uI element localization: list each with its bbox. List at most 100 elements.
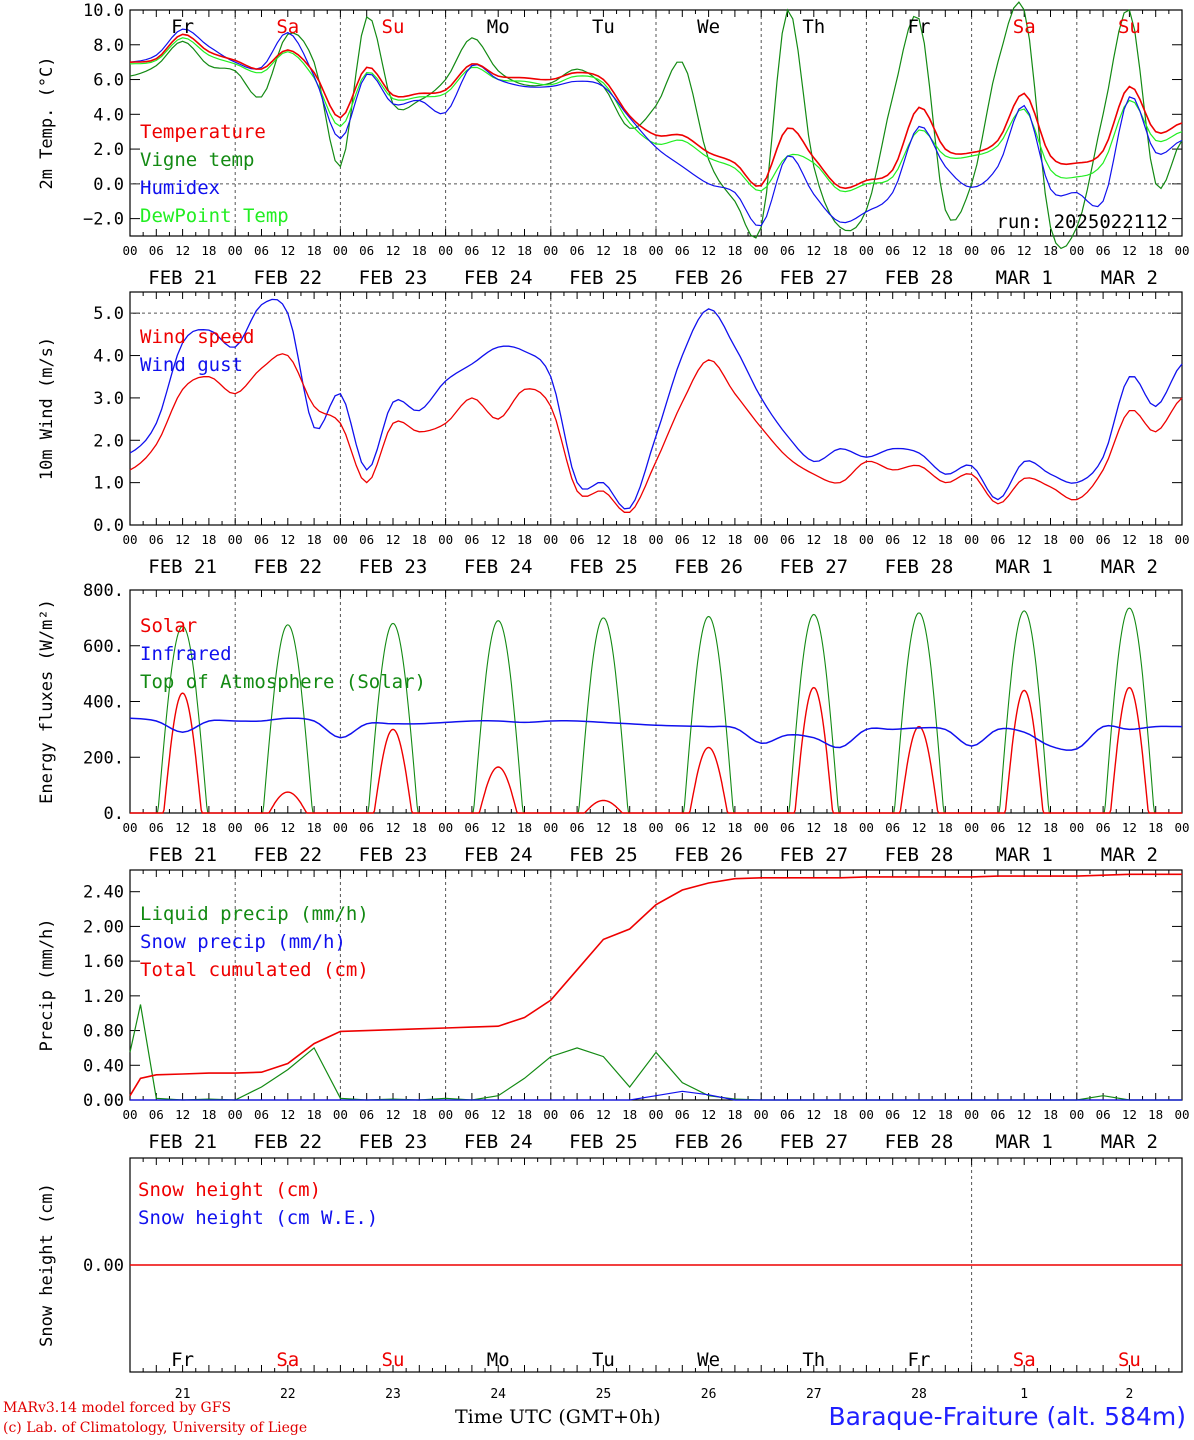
hour-tick-label: 18: [201, 532, 216, 547]
hour-tick-label: 00: [333, 532, 348, 547]
series-temperature: [129, 33, 1183, 190]
y-tick-label: 0.: [104, 804, 124, 824]
legend-snow-height-cm-: Snow height (cm): [138, 1179, 321, 1201]
date-label: FEB 22: [253, 556, 322, 578]
hour-tick-label: 00: [648, 532, 663, 547]
hour-tick-label: 18: [727, 1107, 742, 1122]
hour-tick-label: 18: [201, 243, 216, 258]
hour-tick-label: 18: [727, 820, 742, 835]
series-snow-precip-mm-h-: [130, 1090, 1182, 1101]
legend-temperature: Temperature: [140, 121, 266, 143]
hour-tick-label: 06: [359, 243, 374, 258]
hour-tick-label: 06: [885, 532, 900, 547]
hour-tick-label: 12: [1017, 243, 1032, 258]
hour-tick-label: 18: [727, 243, 742, 258]
hour-tick-label: 06: [254, 1107, 269, 1122]
y-tick-label: 10.0: [83, 1, 124, 21]
hour-tick-label: 12: [1122, 820, 1137, 835]
hour-tick-label: 00: [859, 532, 874, 547]
legend-solar: Solar: [140, 615, 197, 637]
hour-tick-label: 12: [596, 820, 611, 835]
hour-tick-label: 00: [228, 243, 243, 258]
date-label: FEB 25: [569, 556, 638, 578]
hour-tick-label: 18: [412, 532, 427, 547]
hour-tick-label: 00: [438, 243, 453, 258]
hour-tick-label: 12: [280, 243, 295, 258]
hour-tick-label: 18: [938, 243, 953, 258]
hour-tick-label: 12: [280, 1107, 295, 1122]
y-tick-label: 2.0: [93, 140, 124, 160]
legend-snow-precip-mm-h-: Snow precip (mm/h): [140, 931, 346, 953]
weekday-label: Su: [382, 1349, 405, 1371]
hour-tick-label: 12: [1017, 820, 1032, 835]
weekday-label: Tu: [592, 1349, 615, 1371]
hour-tick-label: 12: [491, 1107, 506, 1122]
hour-tick-label: 18: [833, 820, 848, 835]
y-tick-label: 3.0: [93, 389, 124, 409]
hour-tick-label: 06: [1096, 820, 1111, 835]
weekday-label: Mo: [487, 1349, 510, 1371]
hour-tick-label: 00: [438, 1107, 453, 1122]
date-label: MAR 2: [1101, 556, 1158, 578]
weekday-label: Sa: [1013, 1349, 1036, 1371]
hour-tick-label: 06: [570, 532, 585, 547]
hour-tick-label: 00: [438, 532, 453, 547]
weekday-label: Tu: [592, 16, 615, 38]
weekday-label: Su: [1118, 16, 1141, 38]
hour-tick-label: 18: [517, 1107, 532, 1122]
hour-tick-label: 06: [1096, 243, 1111, 258]
y-tick-label: 1.0: [93, 474, 124, 494]
date-label: FEB 27: [779, 1131, 848, 1153]
hour-tick-label: 06: [464, 1107, 479, 1122]
date-label: FEB 25: [569, 844, 638, 866]
hour-tick-label: 06: [780, 820, 795, 835]
weekday-label: Sa: [276, 16, 299, 38]
weekday-label: Sa: [276, 1349, 299, 1371]
y-axis-label: Snow height (cm): [37, 1183, 57, 1347]
weekday-label: Fr: [171, 1349, 194, 1371]
hour-tick-label: 12: [491, 820, 506, 835]
hour-tick-label: 06: [149, 532, 164, 547]
hour-tick-label: 00: [543, 1107, 558, 1122]
weekday-label: We: [697, 1349, 720, 1371]
hour-tick-label: 00: [1069, 820, 1084, 835]
hour-tick-label: 18: [412, 820, 427, 835]
hour-tick-label: 12: [280, 532, 295, 547]
hour-tick-label: 06: [149, 1107, 164, 1122]
hour-tick-label: 18: [307, 243, 322, 258]
hour-tick-label: 06: [570, 820, 585, 835]
hour-tick-label: 06: [1096, 532, 1111, 547]
hour-tick-label: 00: [1174, 820, 1189, 835]
hour-tick-label: 12: [1122, 243, 1137, 258]
series-dewpoint-temp: [129, 37, 1183, 193]
hour-tick-label: 00: [648, 243, 663, 258]
hour-tick-label: 12: [1122, 1107, 1137, 1122]
date-label: FEB 24: [464, 844, 533, 866]
station-title: Baraque-Fraiture (alt. 584m): [828, 1402, 1186, 1431]
date-label: MAR 2: [1101, 1131, 1158, 1153]
date-label: MAR 2: [1101, 844, 1158, 866]
date-label: FEB 27: [779, 267, 848, 289]
date-label: FEB 23: [359, 844, 428, 866]
hour-tick-label: 06: [780, 243, 795, 258]
hour-tick-label: 18: [307, 1107, 322, 1122]
date-label: FEB 22: [253, 267, 322, 289]
hour-tick-label: 12: [491, 532, 506, 547]
hour-tick-label: 06: [359, 820, 374, 835]
weekday-label: Su: [382, 16, 405, 38]
y-tick-label: 4.0: [93, 347, 124, 367]
date-label: FEB 28: [885, 1131, 954, 1153]
series-total-cumulated-cm-: [129, 873, 1182, 1097]
hour-tick-label: 00: [333, 820, 348, 835]
legend-wind-speed: Wind speed: [140, 326, 254, 348]
hour-tick-label: 18: [622, 532, 637, 547]
date-label: FEB 23: [359, 556, 428, 578]
date-label: FEB 22: [253, 1131, 322, 1153]
hour-tick-label: 18: [517, 532, 532, 547]
series-wind-gust: [129, 298, 1183, 510]
hour-tick-label: 06: [885, 1107, 900, 1122]
hour-tick-label: 18: [938, 820, 953, 835]
series-vigne-temp: [129, 1, 1183, 250]
y-tick-label: 2.40: [83, 883, 124, 903]
y-tick-label: 4.0: [93, 105, 124, 125]
